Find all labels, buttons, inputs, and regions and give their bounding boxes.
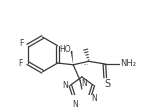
Text: F: F bbox=[19, 59, 23, 68]
Text: HO: HO bbox=[60, 45, 71, 54]
Text: F: F bbox=[19, 39, 24, 48]
Text: S: S bbox=[104, 79, 110, 89]
Polygon shape bbox=[71, 51, 73, 65]
Text: N: N bbox=[72, 100, 78, 109]
Text: N: N bbox=[82, 79, 87, 88]
Text: N: N bbox=[62, 81, 68, 90]
Text: ...: ... bbox=[84, 61, 89, 66]
Text: NH₂: NH₂ bbox=[120, 59, 136, 68]
Text: N: N bbox=[91, 94, 97, 103]
